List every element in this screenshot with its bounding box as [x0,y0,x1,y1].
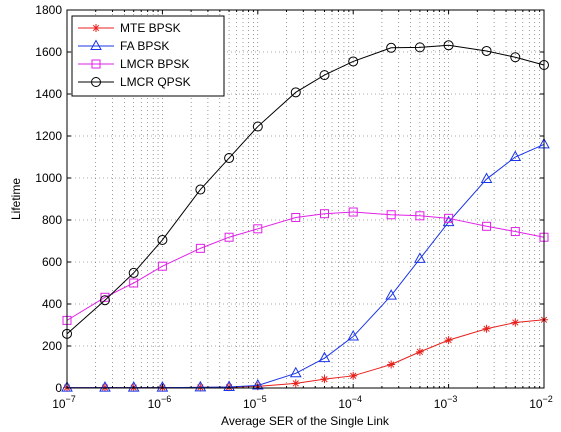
data-point [442,215,455,227]
data-point [509,150,522,161]
data-point [291,379,300,388]
data-point [482,221,492,231]
data-point [510,227,520,237]
data-point [224,232,234,242]
plot-frame [66,9,545,389]
x-tick-exponent: −7 [66,394,76,404]
x-tick-base: 10 [52,397,66,411]
data-point [290,87,301,98]
data-point [386,210,396,220]
data-point [414,252,426,263]
x-tick-base: 10 [243,397,257,411]
x-tick-label: 10−3 [434,394,458,411]
data-point [61,381,73,392]
legend-entry: LMCR QPSK [78,75,191,89]
data-point [127,381,140,392]
x-axis-label: Average SER of the Single Link [221,414,390,428]
data-point [252,121,263,132]
x-tick-label: 10−2 [529,394,553,411]
y-tick-label: 200 [42,339,62,353]
data-point [318,351,331,363]
y-tick-label: 1400 [35,87,62,101]
x-tick-base: 10 [529,397,543,411]
series-line [66,211,545,321]
legend-label: FA BPSK [120,39,169,53]
y-tick-label: 1600 [35,45,62,59]
data-point [99,295,110,306]
x-tick-base: 10 [434,397,448,411]
data-point [223,380,235,391]
legend-label: MTE BPSK [120,21,181,35]
data-point [91,59,101,69]
y-tick-label: 800 [42,213,62,227]
x-tick-exponent: −3 [447,394,457,404]
data-point [195,243,205,253]
data-point [194,380,207,392]
data-point [289,366,302,378]
data-point [224,153,235,164]
data-point [128,267,139,278]
legend-entry: LMCR BPSK [78,57,189,71]
legend-label: LMCR BPSK [120,57,189,71]
data-point [510,52,521,63]
data-point [156,381,169,392]
data-point [319,209,329,219]
y-tick-label: 1000 [35,171,62,185]
x-tick-label: 10−4 [338,394,362,411]
x-tick-exponent: −4 [352,394,362,404]
data-point [129,278,139,288]
data-point [195,184,206,195]
data-point [414,42,425,53]
legend-label: LMCR QPSK [120,75,191,89]
y-axis-label: Lifetime [9,178,23,220]
data-point [253,224,263,234]
legend: MTE BPSK FA BPSK LMCR BPSK LMCR QPSK [71,15,225,97]
data-point [320,375,329,384]
data-point [90,39,102,50]
x-tick-label: 10−5 [243,394,267,411]
x-tick-label: 10−7 [52,394,76,411]
data-point [92,24,100,32]
x-tick-base: 10 [148,397,162,411]
data-point [291,212,301,222]
data-point [348,207,358,217]
data-point [387,360,396,369]
data-point [157,234,168,245]
y-tick-label: 1200 [35,129,62,143]
y-tick-label: 400 [42,297,62,311]
data-point [444,213,454,223]
data-point [91,77,101,87]
x-tick-exponent: −6 [161,394,171,404]
legend-entry: FA BPSK [78,39,169,53]
data-point [385,289,398,300]
x-tick-label: 10−6 [148,394,172,411]
y-tick-label: 0 [55,381,62,395]
data-point [251,378,264,390]
data-point [482,324,491,333]
data-point [319,70,330,81]
data-point [415,211,425,221]
data-point [443,40,454,51]
data-point [415,347,424,356]
data-point [348,56,359,67]
x-tick-exponent: −5 [256,394,266,404]
data-point [347,330,360,341]
data-point [386,42,397,53]
series-lmcr-qpsk [62,40,549,339]
data-point [157,261,167,271]
series-line [66,44,545,335]
data-point [511,318,520,327]
x-tick-base: 10 [338,397,352,411]
data-point [99,381,111,392]
data-point [349,371,358,380]
y-tick-label: 600 [42,255,62,269]
data-point [444,336,453,345]
x-tick-exponent: −2 [543,394,553,404]
y-tick-label: 1800 [35,3,62,17]
legend-entry: MTE BPSK [78,21,181,35]
data-point [481,45,492,56]
data-point [480,172,493,184]
